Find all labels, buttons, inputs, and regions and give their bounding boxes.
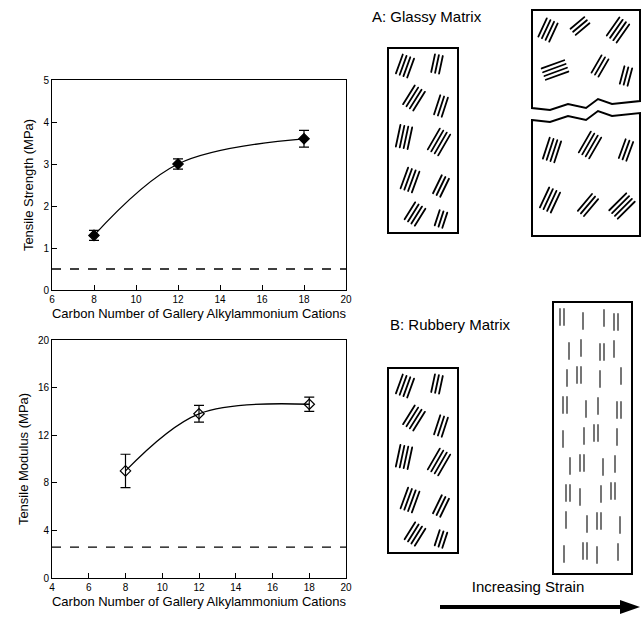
svg-text:18: 18 [298,294,310,305]
svg-text:1: 1 [43,243,49,254]
svg-text:Tensile Strength (MPa): Tensile Strength (MPa) [21,119,36,251]
svg-text:20: 20 [340,582,352,593]
svg-text:5: 5 [43,75,49,86]
svg-text:B: Rubbery Matrix: B: Rubbery Matrix [390,316,511,333]
svg-text:12: 12 [193,582,205,593]
svg-text:20: 20 [340,294,352,305]
svg-text:16: 16 [267,582,279,593]
svg-text:14: 14 [214,294,226,305]
svg-text:4: 4 [49,582,55,593]
svg-text:0: 0 [43,573,49,584]
svg-text:10: 10 [157,582,169,593]
svg-text:4: 4 [43,525,49,536]
svg-text:8: 8 [123,582,129,593]
svg-text:8: 8 [43,477,49,488]
svg-text:18: 18 [304,582,316,593]
svg-text:Tensile Modulus (MPa): Tensile Modulus (MPa) [16,393,31,525]
svg-text:Carbon Number of Gallery Alkyl: Carbon Number of Gallery Alkylammonium C… [52,594,347,609]
svg-text:A: Glassy Matrix: A: Glassy Matrix [372,8,482,25]
svg-text:16: 16 [38,382,50,393]
svg-text:6: 6 [86,582,92,593]
svg-text:6: 6 [49,294,55,305]
svg-text:8: 8 [91,294,97,305]
svg-text:2: 2 [43,201,49,212]
svg-text:14: 14 [230,582,242,593]
svg-text:Increasing Strain: Increasing Strain [472,578,585,595]
svg-text:16: 16 [256,294,268,305]
svg-text:12: 12 [38,430,50,441]
svg-text:4: 4 [43,117,49,128]
svg-text:10: 10 [130,294,142,305]
svg-text:3: 3 [43,159,49,170]
svg-text:12: 12 [172,294,184,305]
svg-text:0: 0 [43,285,49,296]
svg-text:20: 20 [38,335,50,346]
svg-text:Carbon Number of Gallery Alkyl: Carbon Number of Gallery Alkylammonium C… [52,306,347,321]
